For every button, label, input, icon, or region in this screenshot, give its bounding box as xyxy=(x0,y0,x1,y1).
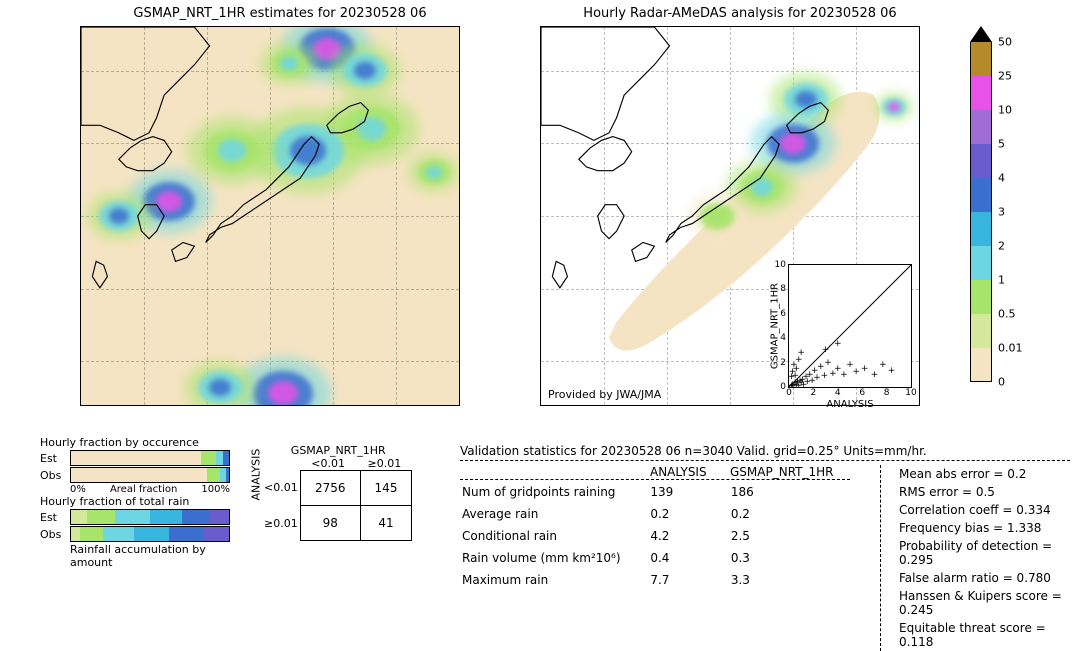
contingency-row-title: ANALYSIS xyxy=(250,485,263,501)
contingency-col-title: GSMAP_NRT_1HR xyxy=(264,444,412,457)
colorbar-tick: 10 xyxy=(992,104,1012,117)
x-tick: 145°E xyxy=(379,405,412,406)
metric: Correlation coeff = 0.334 xyxy=(899,501,1070,519)
colorbar-tick: 25 xyxy=(992,70,1012,83)
fraction-row-label: Obs xyxy=(40,469,70,482)
metric: Frequency bias = 1.338 xyxy=(899,519,1070,537)
x-tick: 130°E xyxy=(190,405,223,406)
left-map: 125°E130°E135°E140°E145°E25°N30°N35°N40°… xyxy=(80,26,460,406)
fraction-title: Hourly fraction of total rain xyxy=(40,495,230,508)
scatter-xlabel: ANALYSIS xyxy=(826,399,873,410)
stat-label: Num of gridpoints raining xyxy=(462,482,648,502)
colorbar-tick: 5 xyxy=(992,138,1005,151)
stat-label: Average rain xyxy=(462,504,648,524)
colorbar-tick: 50 xyxy=(992,36,1012,49)
stat-analysis: 139 xyxy=(650,482,728,502)
colorbar-tick: 1 xyxy=(992,274,1005,287)
colorbar-tick: 2 xyxy=(992,240,1005,253)
stat-analysis: 0.4 xyxy=(650,548,728,568)
x-tick: 140°E xyxy=(776,405,809,406)
left-map-title: GSMAP_NRT_1HR estimates for 20230528 06 xyxy=(80,6,480,21)
colorbar-tick: 3 xyxy=(992,206,1005,219)
contingency-cell: 41 xyxy=(360,506,412,541)
metric: Mean abs error = 0.2 xyxy=(899,465,1070,483)
x-tick: 130°E xyxy=(650,405,683,406)
stat-gsmap: 0.3 xyxy=(731,548,848,568)
contingency-block: ANALYSISGSMAP_NRT_1HR<0.01≥0.01<0.01≥0.0… xyxy=(248,444,412,541)
x-tick: 140°E xyxy=(316,405,349,406)
right-map-title: Hourly Radar-AMeDAS analysis for 2023052… xyxy=(540,6,940,21)
colorbar-tick: 0.01 xyxy=(992,342,1023,355)
scatter-inset: 00224466881010++++++++++++++++++++++++++… xyxy=(788,264,912,388)
validation-block: Validation statistics for 20230528 06 n=… xyxy=(460,444,1070,651)
fraction-footer: Rainfall accumulation by amount xyxy=(70,543,230,569)
metric: Equitable threat score = 0.118 xyxy=(899,619,1070,651)
x-tick: 125°E xyxy=(587,405,620,406)
fraction-row-label: Obs xyxy=(40,528,70,541)
contingency-cell: 98 xyxy=(301,506,361,541)
stat-label: Conditional rain xyxy=(462,526,648,546)
stat-label: Maximum rain xyxy=(462,570,648,590)
x-tick: 125°E xyxy=(127,405,160,406)
validation-header: Validation statistics for 20230528 06 n=… xyxy=(460,444,1070,461)
stat-label: Rain volume (mm km²10⁶) xyxy=(462,548,648,568)
fraction-row-label: Est xyxy=(40,452,70,465)
metric: Probability of detection = 0.295 xyxy=(899,537,1070,569)
metric: False alarm ratio = 0.780 xyxy=(899,569,1070,587)
stat-analysis: 4.2 xyxy=(650,526,728,546)
stat-analysis: 7.7 xyxy=(650,570,728,590)
colorbar-tick: 4 xyxy=(992,172,1005,185)
x-tick: 135°E xyxy=(713,405,746,406)
stat-gsmap: 2.5 xyxy=(731,526,848,546)
metric: RMS error = 0.5 xyxy=(899,483,1070,501)
scatter-ylabel: GSMAP_NRT_1HR xyxy=(770,283,781,369)
right-map-attribution: Provided by JWA/JMA xyxy=(548,388,661,401)
colorbar: 502510543210.50.010 xyxy=(970,26,992,382)
stat-analysis: 0.2 xyxy=(650,504,728,524)
stat-gsmap: 3.3 xyxy=(731,570,848,590)
contingency-cell: 2756 xyxy=(301,471,361,506)
stat-gsmap: 0.2 xyxy=(731,504,848,524)
x-tick: 135°E xyxy=(253,405,286,406)
contingency-cell: 145 xyxy=(360,471,412,506)
fraction-title: Hourly fraction by occurence xyxy=(40,436,230,449)
stat-gsmap: 186 xyxy=(731,482,848,502)
fraction-bars: Hourly fraction by occurenceEstObs0%Area… xyxy=(40,436,230,569)
metric: Hanssen & Kuipers score = 0.245 xyxy=(899,587,1070,619)
fraction-row-label: Est xyxy=(40,511,70,524)
colorbar-tick: 0.5 xyxy=(992,308,1016,321)
